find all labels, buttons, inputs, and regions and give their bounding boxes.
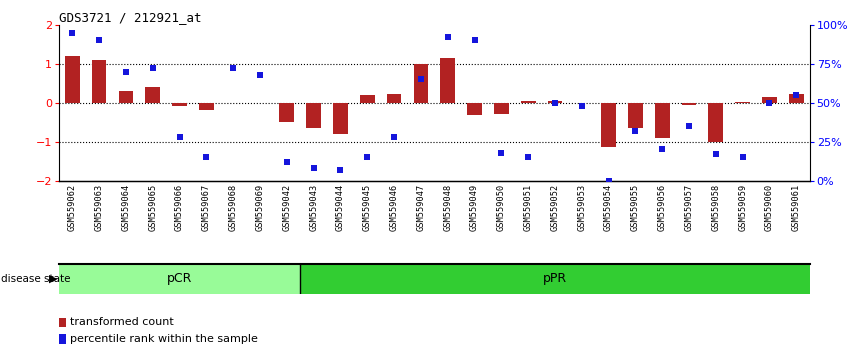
Point [575, 103, 589, 109]
Bar [92, 60, 107, 103]
Point [790, 92, 804, 98]
Bar [682, 103, 696, 105]
Point [494, 150, 508, 155]
Point [226, 65, 240, 71]
Bar [789, 94, 804, 103]
Bar [414, 64, 429, 103]
Point [521, 154, 535, 160]
Point [360, 154, 374, 160]
Text: pCR: pCR [167, 272, 192, 285]
Point [441, 34, 455, 40]
Point [119, 69, 132, 74]
Point [172, 134, 186, 140]
Text: GDS3721 / 212921_at: GDS3721 / 212921_at [59, 11, 202, 24]
Text: transformed count: transformed count [70, 318, 174, 327]
Text: ▶: ▶ [48, 274, 57, 284]
Point [333, 167, 347, 172]
Bar [360, 95, 375, 103]
Bar [601, 103, 616, 147]
Point [65, 30, 79, 35]
Bar [762, 97, 777, 103]
Point [682, 123, 696, 129]
Point [387, 134, 401, 140]
Bar [280, 103, 294, 122]
Bar [628, 103, 643, 128]
Bar [520, 101, 535, 103]
Point [92, 38, 106, 43]
Point [736, 154, 750, 160]
Bar [65, 56, 80, 103]
Bar [655, 103, 669, 138]
Bar [387, 94, 402, 103]
Bar [708, 103, 723, 142]
Bar [735, 102, 750, 103]
Point [145, 65, 159, 71]
Text: pPR: pPR [543, 272, 567, 285]
Point [280, 159, 294, 165]
Bar [119, 91, 133, 103]
Text: percentile rank within the sample: percentile rank within the sample [70, 334, 258, 344]
Bar [333, 103, 348, 134]
Bar [547, 101, 562, 103]
Bar [494, 103, 508, 114]
Bar [145, 87, 160, 103]
Point [709, 151, 723, 157]
Bar [307, 103, 321, 128]
Bar [199, 103, 214, 110]
Point [307, 165, 320, 171]
Point [253, 72, 267, 78]
Point [629, 128, 643, 133]
Point [602, 178, 616, 183]
Bar [301, 264, 810, 294]
Bar [467, 103, 481, 115]
Point [548, 100, 562, 105]
Bar [59, 264, 301, 294]
Bar [440, 58, 455, 103]
Bar [172, 103, 187, 106]
Point [199, 154, 213, 160]
Point [468, 38, 481, 43]
Point [763, 100, 777, 105]
Point [414, 76, 428, 82]
Text: disease state: disease state [1, 274, 70, 284]
Point [656, 147, 669, 152]
